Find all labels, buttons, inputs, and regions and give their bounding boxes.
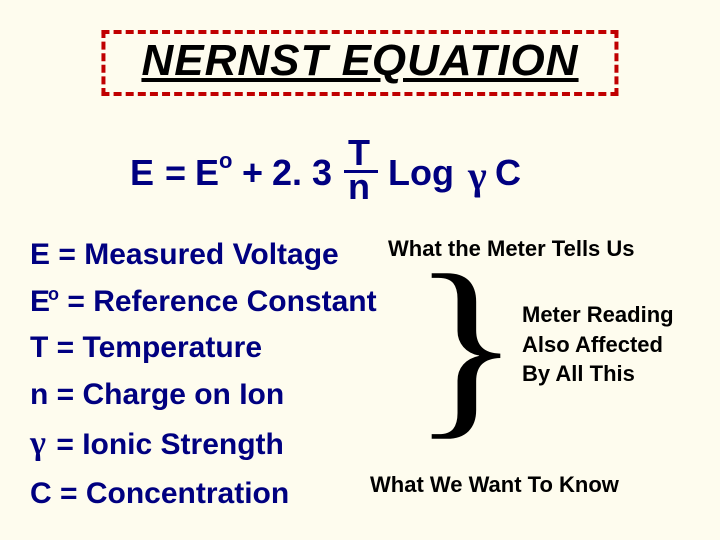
def-label: = Ionic Strength bbox=[48, 428, 284, 461]
title-box: NERNST EQUATION bbox=[101, 30, 618, 96]
def-term: C bbox=[30, 477, 52, 510]
def-term: γ bbox=[30, 418, 48, 471]
def-label: = Temperature bbox=[48, 331, 262, 364]
def-sup: o bbox=[48, 284, 59, 304]
eq-E: E bbox=[130, 152, 154, 194]
def-label: = Measured Voltage bbox=[50, 238, 339, 271]
def-label: = Reference Constant bbox=[59, 285, 377, 318]
def-gamma: γ = Ionic Strength bbox=[30, 418, 377, 471]
eq-C: C bbox=[495, 152, 521, 194]
def-term: n bbox=[30, 378, 48, 411]
annotation-want-to-know: What We Want To Know bbox=[370, 472, 619, 498]
eq-log: Log bbox=[388, 152, 454, 194]
def-label: = Charge on Ion bbox=[48, 378, 284, 411]
def-n: n = Charge on Ion bbox=[30, 372, 377, 419]
eq-plus: + bbox=[242, 152, 263, 194]
def-term: T bbox=[30, 331, 48, 364]
def-C: C = Concentration bbox=[30, 471, 377, 518]
nernst-equation: E = E o + 2. 3 T n Log γ C bbox=[130, 140, 610, 200]
annotation-line: By All This bbox=[522, 359, 674, 389]
eq-E0-sup: o bbox=[219, 148, 232, 174]
def-label: = Concentration bbox=[52, 477, 290, 510]
def-T: T = Temperature bbox=[30, 325, 377, 372]
annotation-also-affected: Meter Reading Also Affected By All This bbox=[522, 300, 674, 389]
eq-n: n bbox=[348, 166, 370, 208]
eq-gamma: γ bbox=[468, 152, 487, 199]
annotation-line: Also Affected bbox=[522, 330, 674, 360]
eq-E0-base: E bbox=[195, 152, 219, 194]
def-term: E bbox=[30, 285, 50, 318]
eq-const: 2. 3 bbox=[272, 152, 332, 194]
annotation-line: Meter Reading bbox=[522, 300, 674, 330]
page-title: NERNST EQUATION bbox=[141, 36, 578, 86]
brace-icon: } bbox=[411, 246, 521, 446]
def-term: E bbox=[30, 238, 50, 271]
def-E: E = Measured Voltage bbox=[30, 232, 377, 279]
def-E0: Eo = Reference Constant bbox=[30, 279, 377, 326]
eq-equals: = bbox=[165, 152, 186, 194]
definitions-list: E = Measured Voltage Eo = Reference Cons… bbox=[30, 232, 377, 517]
